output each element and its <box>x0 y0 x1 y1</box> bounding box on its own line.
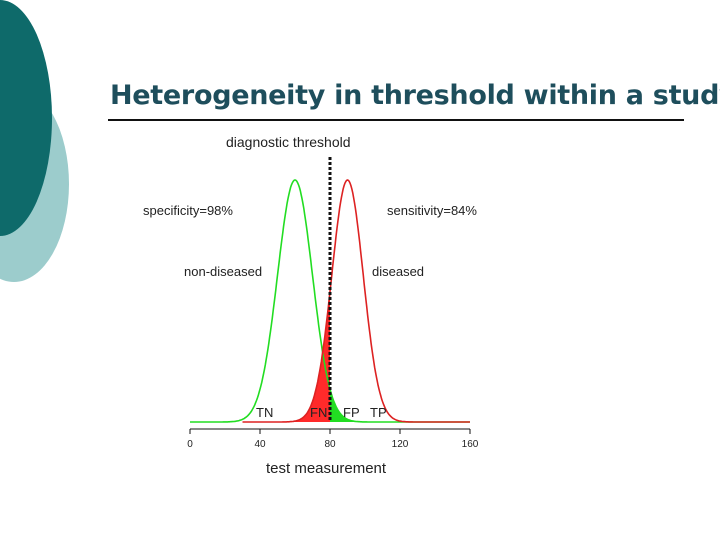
x-tick-label: 0 <box>187 439 193 450</box>
threshold-label: diagnostic threshold <box>226 134 351 150</box>
diseased-label: diseased <box>372 264 425 279</box>
false-positive-area <box>330 389 470 422</box>
false-negative-area <box>242 291 330 422</box>
x-axis-title: test measurement <box>266 460 387 477</box>
sensitivity-label: sensitivity=84% <box>387 203 477 218</box>
tp-label: TP <box>370 405 387 420</box>
non-diseased-label: non-diseased <box>184 264 263 279</box>
diseased-curve <box>242 179 470 423</box>
fn-label: FN <box>310 405 328 420</box>
x-tick-label: 160 <box>462 439 479 450</box>
x-tick-label: 120 <box>392 439 409 450</box>
x-tick-label: 40 <box>254 439 266 450</box>
fp-label: FP <box>343 405 360 420</box>
slide-title: Heterogeneity in threshold within a stud… <box>110 80 720 111</box>
dark-teal-circle <box>0 0 52 236</box>
x-axis-ticks: 0 40 80 120 160 <box>187 429 479 450</box>
title-underline <box>108 119 684 121</box>
specificity-label: specificity=98% <box>143 203 233 218</box>
tn-label: TN <box>256 405 274 420</box>
x-tick-label: 80 <box>324 439 336 450</box>
